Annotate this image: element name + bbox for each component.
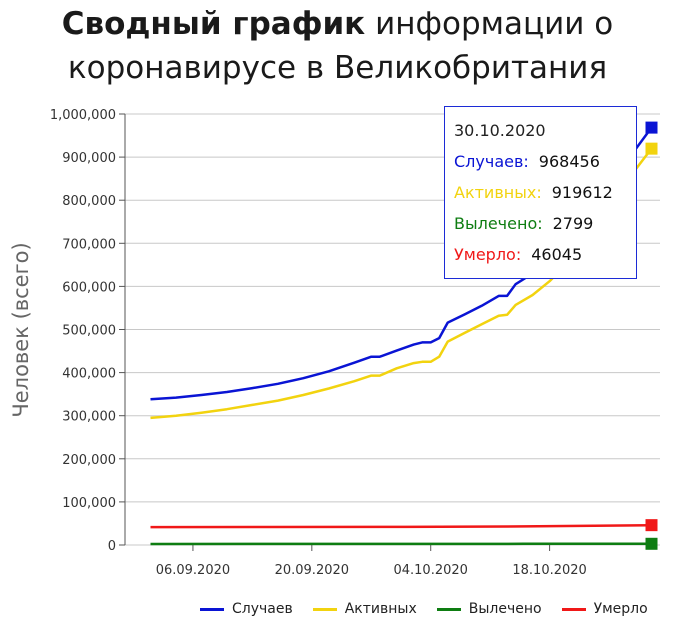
y-tick-label: 900,000 xyxy=(62,151,116,166)
legend-label-active: Активных xyxy=(344,601,417,617)
chart-title-rest: информации о коронавирусе в Великобритан… xyxy=(67,6,614,86)
x-tick-label: 06.09.2020 xyxy=(156,563,230,578)
x-tick-label: 20.09.2020 xyxy=(275,563,349,578)
y-tick-label: 600,000 xyxy=(62,280,116,295)
tooltip-row-active: Активных: 919612 xyxy=(454,177,636,208)
legend-item-cases[interactable]: Случаев xyxy=(200,601,293,617)
tooltip-label-active: Активных: xyxy=(454,183,542,202)
y-tick-label: 200,000 xyxy=(62,453,116,468)
legend-item-recovered[interactable]: Вылечено xyxy=(436,601,542,617)
legend-swatch-recovered xyxy=(436,607,461,611)
legend-label-cases: Случаев xyxy=(232,601,293,617)
series-end-marker-2[interactable] xyxy=(645,537,658,550)
x-axis: 06.09.2020 20.09.2020 04.10.2020 18.10.2020 xyxy=(156,545,587,578)
legend-label-recovered: Вылечено xyxy=(468,601,542,617)
y-tick-label: 500,000 xyxy=(62,324,116,339)
chart-title-bold: Сводный график xyxy=(61,6,366,42)
legend-label-deaths: Умерло xyxy=(593,601,648,617)
tooltip-date: 30.10.2020 xyxy=(454,121,546,140)
tooltip-value-active: 919612 xyxy=(551,183,613,202)
y-tick-label: 0 xyxy=(108,539,116,554)
y-tick-label: 400,000 xyxy=(62,367,116,382)
series-end-markers xyxy=(645,121,658,550)
y-tick-label: 700,000 xyxy=(62,237,116,252)
tooltip-row-recovered: Вылечено: 2799 xyxy=(454,208,636,239)
chart-title: Сводный график информации о коронавирусе… xyxy=(0,2,675,90)
series-end-marker-3[interactable] xyxy=(645,519,658,532)
legend-swatch-cases xyxy=(200,607,224,611)
x-tick-label: 04.10.2020 xyxy=(393,563,467,578)
legend-item-active[interactable]: Активных xyxy=(312,601,417,617)
tooltip-label-deaths: Умерло: xyxy=(454,245,522,264)
tooltip-value-recovered: 2799 xyxy=(552,214,594,233)
y-tick-label: 300,000 xyxy=(62,410,116,425)
tooltip-label-cases: Случаев: xyxy=(454,152,529,171)
series-end-marker-0[interactable] xyxy=(645,121,658,134)
tooltip-row-deaths: Умерло: 46045 xyxy=(454,239,636,270)
series-end-marker-1[interactable] xyxy=(645,142,658,155)
y-tick-label: 1,000,000 xyxy=(50,108,116,123)
legend-swatch-deaths xyxy=(561,607,586,611)
legend-swatch-active xyxy=(312,607,337,611)
grid-lines xyxy=(125,113,660,546)
chart-legend: Случаев Активных Вылечено Умерло xyxy=(200,598,648,620)
y-axis-label: Человек (всего) xyxy=(9,242,33,417)
tooltip-value-cases: 968456 xyxy=(538,152,600,171)
legend-item-deaths[interactable]: Умерло xyxy=(561,601,648,617)
y-tick-label: 800,000 xyxy=(62,194,116,209)
tooltip-label-recovered: Вылечено: xyxy=(454,214,543,233)
tooltip-value-deaths: 46045 xyxy=(531,245,583,264)
y-axis: 0 100,000 200,000 300,000 400,000 500,000 600,… xyxy=(50,108,126,554)
x-tick-label: 18.10.2020 xyxy=(512,563,586,578)
tooltip-row-cases: Случаев: 968456 xyxy=(454,146,636,177)
hover-tooltip: 30.10.2020 Случаев: 968456 Активных: 91961… xyxy=(444,106,637,279)
series-line-3[interactable] xyxy=(150,523,652,529)
y-tick-label: 100,000 xyxy=(62,496,116,511)
